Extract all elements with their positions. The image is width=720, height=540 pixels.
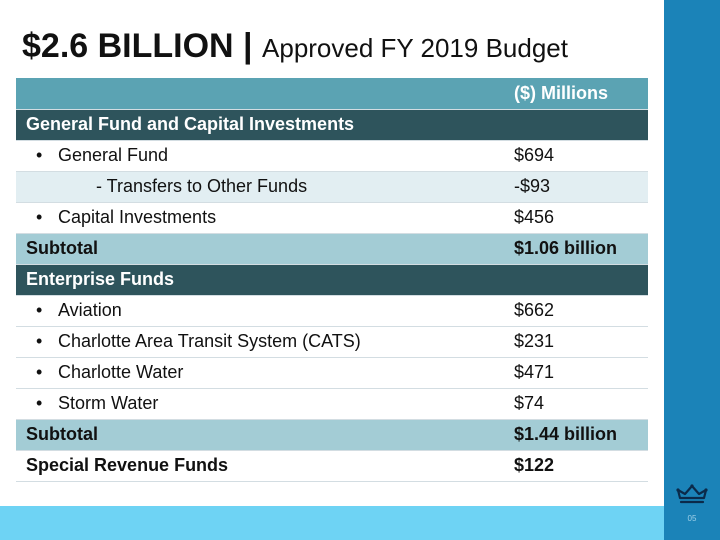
row-label-text: Subtotal [26,424,98,444]
slide-title: $2.6 BILLION | Approved FY 2019 Budget [22,26,568,68]
bullet-icon: • [36,207,43,227]
table-header-row: ($) Millions [16,78,648,110]
table-row: • General Fund $694 [16,140,648,172]
section-header-row: Enterprise Funds [16,264,648,296]
row-label-text: Charlotte Area Transit System (CATS) [58,331,361,351]
row-label-text: - Transfers to Other Funds [96,176,308,196]
row-label-text: Enterprise Funds [26,269,175,289]
row-label: • Charlotte Water [16,357,506,389]
row-label: • Capital Investments [16,202,506,234]
row-label-text: General Fund and Capital Investments [26,114,355,134]
table-row: • Capital Investments $456 [16,202,648,234]
subtotal-row: Subtotal $1.06 billion [16,233,648,265]
row-label-text: Special Revenue Funds [26,455,229,475]
transfer-row: - Transfers to Other Funds -$93 [16,171,648,203]
title-subtitle: Approved FY 2019 Budget [262,33,568,63]
row-amount: $1.44 billion [506,419,648,451]
special-revenue-row: Special Revenue Funds $122 [16,450,648,482]
row-label-text: Subtotal [26,238,98,258]
title-amount: $2.6 BILLION | [22,27,253,65]
bullet-icon: • [36,300,43,320]
row-amount: $471 [506,357,648,389]
header-amount-cell: ($) Millions [506,78,648,110]
page-number: 05 [687,514,697,523]
row-label-text: Capital Investments [58,207,217,227]
row-amount [506,264,648,296]
bottom-accent-band [0,506,664,540]
header-label-cell [16,78,506,110]
table-row: • Storm Water $74 [16,388,648,420]
row-amount: $122 [506,450,648,482]
row-label: • General Fund [16,140,506,172]
section-header-row: General Fund and Capital Investments [16,109,648,141]
row-label: General Fund and Capital Investments [16,109,506,141]
row-label: Enterprise Funds [16,264,506,296]
row-label: - Transfers to Other Funds [16,171,506,203]
row-amount: $74 [506,388,648,420]
budget-table: ($) Millions General Fund and Capital In… [16,78,648,482]
table-row: • Charlotte Area Transit System (CATS) $23… [16,326,648,358]
bullet-icon: • [36,331,43,351]
row-label-text: General Fund [58,145,169,165]
row-amount [506,109,648,141]
row-amount: $694 [506,140,648,172]
row-label: Subtotal [16,233,506,265]
row-label-text: Storm Water [58,393,159,413]
bullet-icon: • [36,393,43,413]
row-label: Subtotal [16,419,506,451]
table-row: • Charlotte Water $471 [16,357,648,389]
row-amount: $456 [506,202,648,234]
right-accent-band [664,0,720,540]
row-amount: -$93 [506,171,648,203]
crown-icon [676,484,708,504]
row-amount: $1.06 billion [506,233,648,265]
row-label-text: Aviation [58,300,122,320]
bullet-icon: • [36,362,43,382]
subtotal-row: Subtotal $1.44 billion [16,419,648,451]
row-label: • Charlotte Area Transit System (CATS) [16,326,506,358]
row-label-text: Charlotte Water [58,362,184,382]
row-label: • Aviation [16,295,506,327]
row-amount: $662 [506,295,648,327]
row-amount: $231 [506,326,648,358]
row-label: Special Revenue Funds [16,450,506,482]
row-label: • Storm Water [16,388,506,420]
bullet-icon: • [36,145,43,165]
table-row: • Aviation $662 [16,295,648,327]
